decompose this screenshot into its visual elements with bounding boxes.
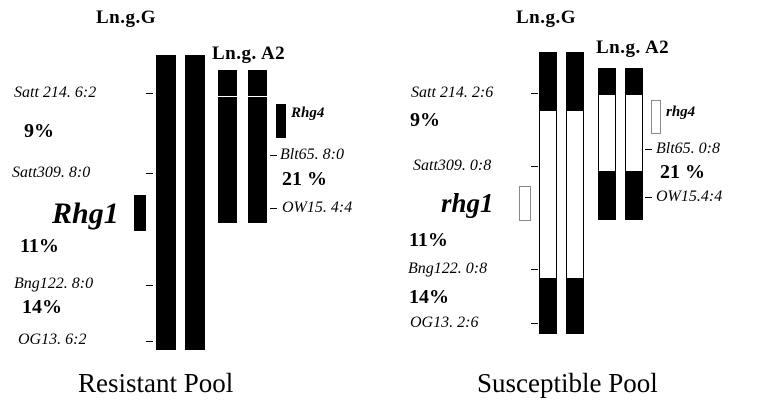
resistant-lng-a2-chromosome-1: [218, 70, 237, 223]
resistant-tick-bng122: [146, 285, 153, 286]
resistant-tick-satt309: [146, 173, 153, 174]
susceptible-lng-a2-chromosome-2: [625, 68, 643, 220]
resistant-percent-1: 9%: [24, 120, 54, 142]
resistant-percent-3: 14%: [22, 296, 62, 318]
resistant-tick-ow15: [270, 208, 277, 209]
resistant-marker-ow15: OW15. 4:4: [282, 199, 353, 216]
resistant-tick-og13: [146, 341, 153, 342]
susceptible-lng-g-chromosome-2: [566, 52, 584, 334]
resistant-marker-bng122: Bng122. 8:0: [14, 275, 94, 292]
susceptible-lng-g-title: Ln.g.G: [516, 7, 577, 28]
susceptible-lng-a2-chromosome-1: [598, 68, 616, 220]
resistant-gene-rhg4: Rhg4: [291, 105, 325, 121]
resistant-percent-2: 11%: [20, 235, 59, 257]
susceptible-percent-a2: 21 %: [660, 161, 705, 183]
resistant-a2-band-line-2: [248, 96, 267, 97]
resistant-lng-g-chromosome-1: [156, 55, 176, 350]
susceptible-percent-3: 14%: [409, 286, 449, 308]
susceptible-lng-g-chromosome-1: [539, 52, 557, 334]
susceptible-qtl-box-rhg1: [519, 186, 531, 221]
resistant-tick-blt65: [270, 155, 277, 156]
resistant-qtl-box-rhg1: [134, 195, 146, 231]
resistant-percent-a2: 21 %: [282, 168, 327, 190]
resistant-marker-blt65: Blt65. 8:0: [280, 146, 344, 163]
resistant-marker-satt214: Satt 214. 6:2: [14, 84, 97, 101]
susceptible-tick-ow15: [645, 197, 652, 198]
resistant-lng-a2-chromosome-2: [248, 70, 267, 223]
resistant-lng-a2-title: Ln.g. A2: [212, 43, 286, 64]
susceptible-marker-blt65: Blt65. 0:8: [656, 140, 720, 157]
resistant-pool-label: Resistant Pool: [78, 368, 234, 398]
susceptible-gene-rhg1: rhg1: [441, 188, 494, 218]
resistant-marker-satt309: Satt309. 8:0: [12, 164, 91, 181]
susceptible-tick-og13: [531, 323, 538, 324]
resistant-gene-rhg1: Rhg1: [52, 197, 119, 230]
resistant-tick-satt214: [146, 93, 153, 94]
resistant-marker-og13: OG13. 6:2: [18, 331, 87, 348]
resistant-lng-g-chromosome-2: [185, 55, 205, 350]
susceptible-tick-bng122: [531, 269, 538, 270]
susceptible-qtl-box-rhg4: [651, 100, 661, 134]
susceptible-pool-label: Susceptible Pool: [477, 368, 658, 398]
susceptible-gene-rhg4: rhg4: [666, 104, 696, 120]
susceptible-tick-satt214: [531, 93, 538, 94]
susceptible-marker-ow15: OW15.4:4: [656, 188, 723, 205]
susceptible-tick-satt309: [531, 166, 538, 167]
resistant-a2-band-line-1: [218, 96, 237, 97]
susceptible-percent-1: 9%: [410, 109, 440, 131]
susceptible-percent-2: 11%: [409, 229, 448, 251]
susceptible-marker-bng122: Bng122. 0:8: [408, 260, 488, 277]
susceptible-marker-satt309: Satt309. 0:8: [413, 157, 492, 174]
susceptible-marker-og13: OG13. 2:6: [410, 314, 479, 331]
resistant-qtl-box-rhg4: [276, 104, 286, 138]
susceptible-tick-blt65: [645, 149, 652, 150]
susceptible-marker-satt214: Satt 214. 2:6: [411, 84, 494, 101]
resistant-lng-g-title: Ln.g.G: [96, 7, 157, 28]
susceptible-lng-a2-title: Ln.g. A2: [596, 37, 670, 58]
